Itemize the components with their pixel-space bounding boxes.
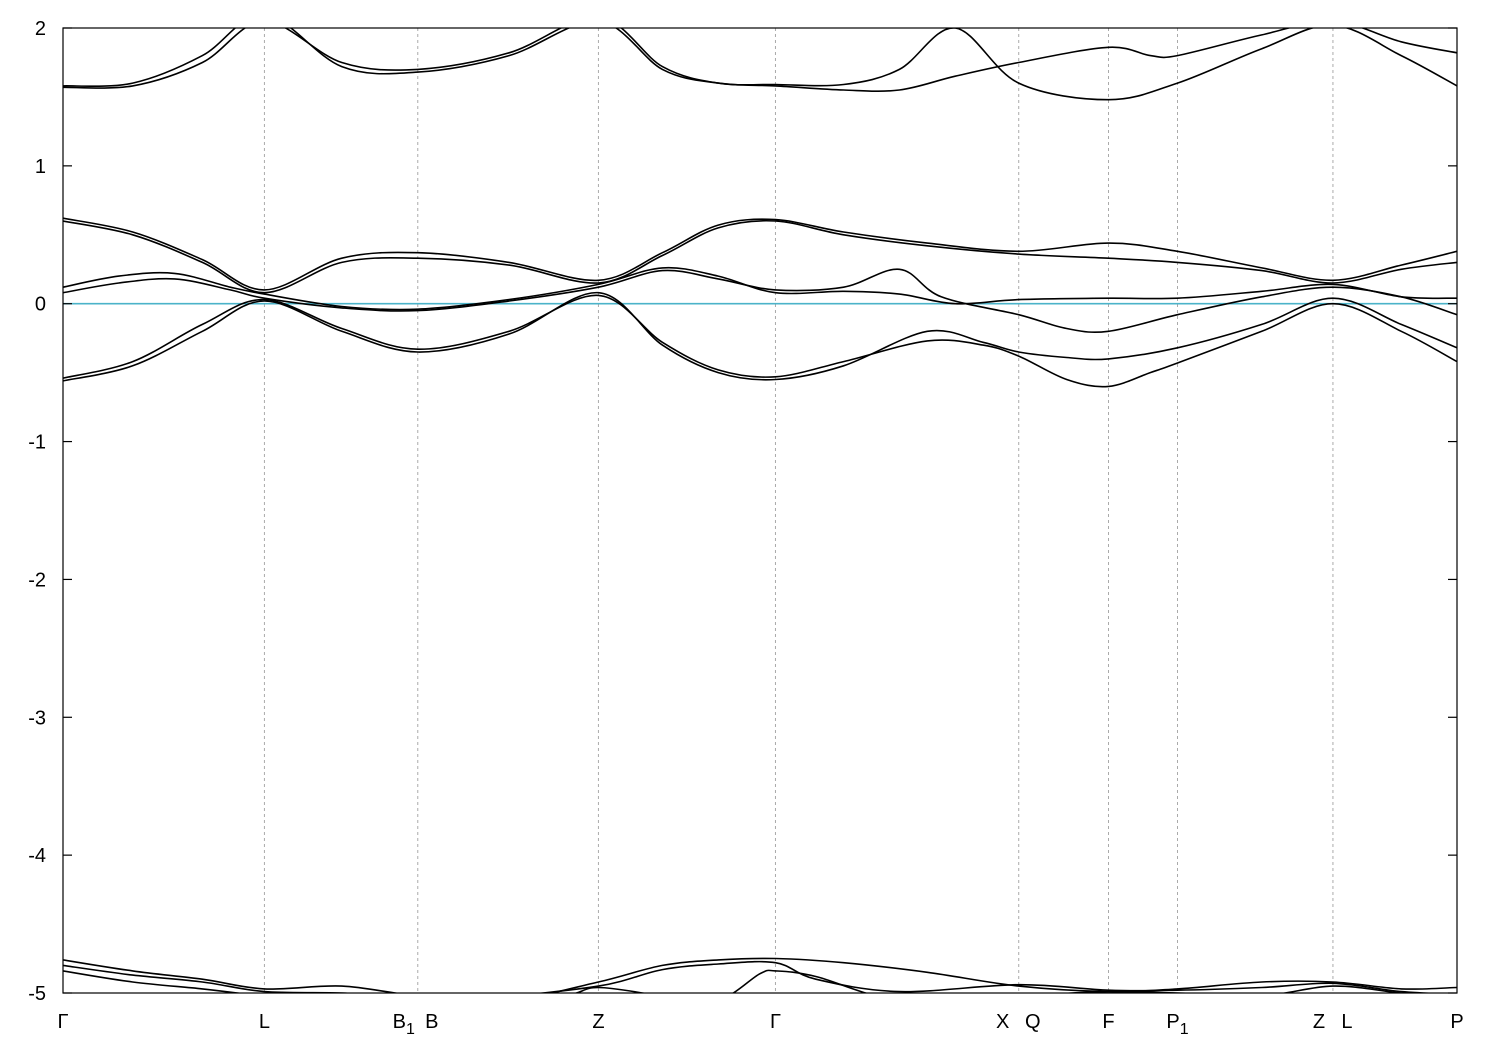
kpoint-label-text: Z [592,1011,604,1033]
band-0 [63,291,1457,382]
ytick-label: -3 [28,707,46,729]
band-3 [63,266,1457,311]
band-6 [63,28,1457,92]
kpoint-label: Z [1313,1011,1325,1033]
kpoint-label: B [425,1011,438,1033]
kpoint-label: P [1450,1011,1463,1033]
kpoint-label: Γ [57,1011,68,1033]
kpoint-label: Z [592,1011,604,1033]
ytick-label: 0 [35,294,46,316]
ytick-label: -2 [28,569,46,591]
kpoint-label: F [1102,1011,1114,1033]
kpoint-label-text: B [393,1011,406,1033]
kpoint-label: L [1341,1011,1352,1033]
kpoint-label-text: Z [1313,1011,1325,1033]
kpoint-label-text: F [1102,1011,1114,1033]
kpoint-label-text: Γ [57,1011,68,1033]
kpoint-label: B1 [393,1011,415,1038]
kpoint-label: Q [1025,1011,1041,1033]
kpoint-label-text: Γ [770,1011,781,1033]
ytick-label: -4 [28,845,46,867]
ytick-label: -5 [28,983,46,1005]
kpoint-label-text: Q [1025,1011,1041,1033]
ytick-label: -1 [28,432,46,454]
band-4 [63,219,1457,294]
ytick-label: 2 [35,18,46,40]
band-5 [63,217,1457,291]
kpoint-label-text: X [996,1011,1009,1033]
ytick-label: 1 [35,156,46,178]
kpoint-label: X [996,1011,1009,1033]
band-2 [63,268,1457,334]
band-lines [63,28,1457,993]
kpoint-label: L [259,1011,270,1033]
kpoint-label-subscript: 1 [1180,1021,1189,1038]
kpoint-label: P1 [1166,1011,1188,1038]
kpoint-label-text: L [1341,1011,1352,1033]
plot-frame [62,27,1458,994]
kpoint-label-text: B [425,1011,438,1033]
kpoint-label-text: L [259,1011,270,1033]
kpoint-label-text: P [1166,1011,1179,1033]
band-8 [63,957,1457,993]
kpoint-grid-lines [263,28,1334,993]
band-10 [63,969,1411,993]
band-1 [63,294,1457,388]
kpoint-label-subscript: 1 [406,1021,415,1038]
band-7 [63,28,1457,101]
kpoint-label-text: P [1450,1011,1463,1033]
y-axis-ticks: 2 1 0 -1 -2 -3 -4 -5 [28,18,1457,1005]
kpoint-label: Γ [770,1011,781,1033]
x-axis-kpoint-labels: Γ L B1 B Z Γ X Q F P1 Z L P [57,1011,1463,1038]
